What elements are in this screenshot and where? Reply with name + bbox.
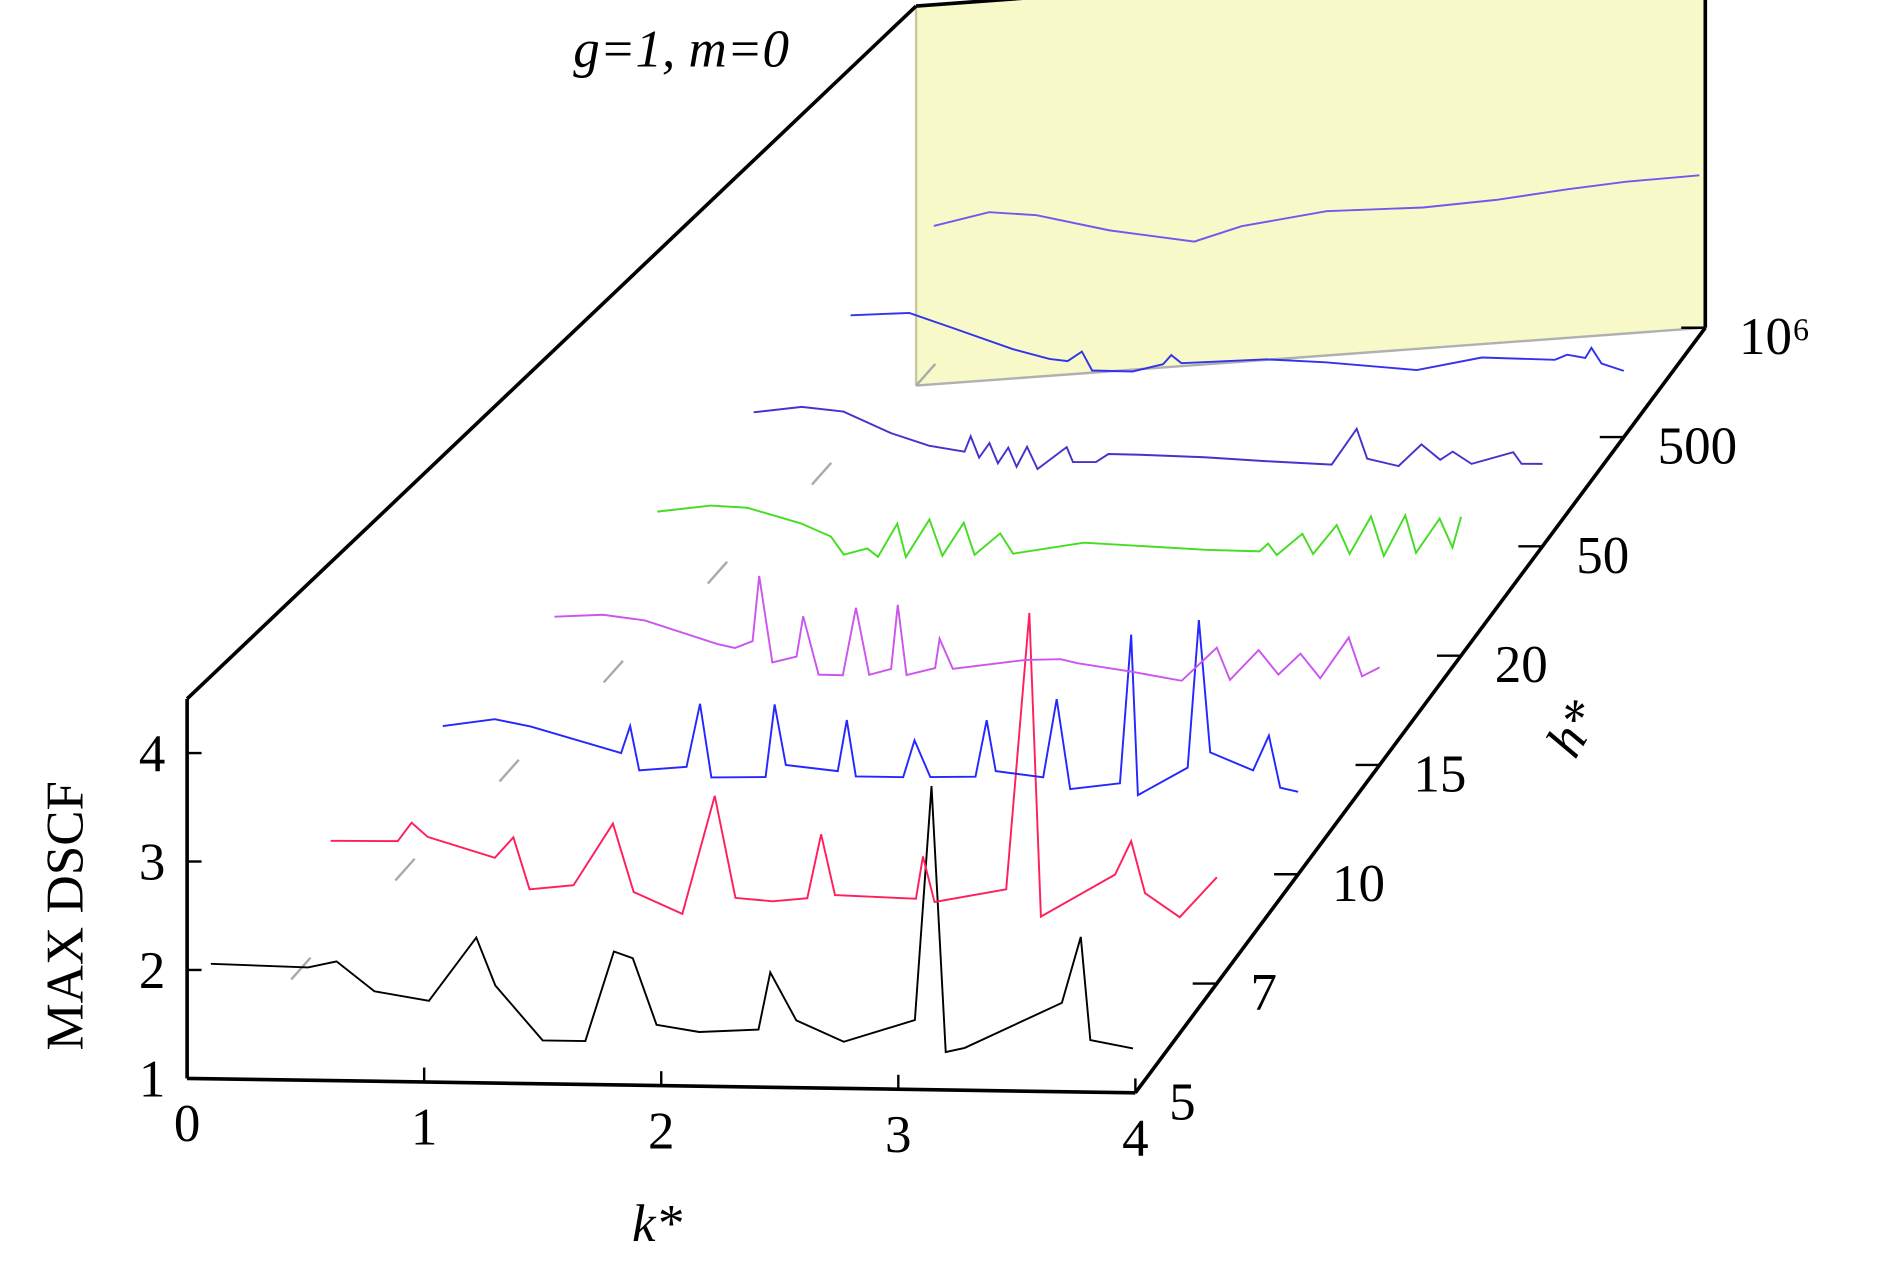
x-tick-label: 1 [411, 1099, 438, 1157]
z-grid-tick [811, 462, 833, 486]
z-tick-label: 20 [1495, 636, 1548, 694]
z-axis-label: h* [1535, 691, 1612, 766]
series-line [210, 786, 1134, 1054]
z-tick-label: 50 [1576, 527, 1629, 585]
series-line [442, 619, 1299, 797]
z-tick-label: 15 [1413, 745, 1466, 803]
x-tick-label: 3 [885, 1106, 912, 1164]
z-grid-tick [394, 857, 416, 882]
z-grid-tick [706, 561, 728, 585]
x-tick-label: 2 [648, 1102, 675, 1160]
z-tick-label: 10 [1332, 855, 1385, 913]
back-floor-edge [915, 326, 1706, 387]
back-wall [916, 0, 1706, 386]
z-tick-label: 500 [1658, 418, 1738, 476]
x-tick-label: 0 [174, 1095, 201, 1153]
y-tick-label: 4 [139, 725, 165, 783]
z-grid-tick [915, 363, 937, 387]
series-line [657, 504, 1462, 560]
y-tick-label: 2 [139, 942, 165, 1000]
z-tick-label: 10⁶ [1739, 308, 1810, 366]
z-tick-label: 5 [1169, 1073, 1196, 1131]
z-grid-tick [498, 758, 520, 783]
y-tick-label: 1 [139, 1050, 165, 1108]
z-grid-tick [290, 956, 312, 981]
z-grid-tick [602, 660, 624, 684]
series-line [554, 575, 1381, 682]
y-axis-label: MAX DSCF [36, 781, 94, 1051]
z-axis [1133, 326, 1707, 1094]
series-line [330, 612, 1218, 919]
series-line [850, 311, 1625, 373]
z-tick-label: 7 [1251, 964, 1278, 1022]
top-left-edge [185, 4, 918, 701]
y-tick-label: 3 [139, 834, 165, 892]
chart-title: g=1, m=0 [573, 20, 789, 78]
x-axis-label: k* [632, 1195, 683, 1253]
series-line [753, 405, 1543, 471]
series-line [933, 174, 1700, 243]
x-tick-label: 4 [1122, 1110, 1149, 1168]
